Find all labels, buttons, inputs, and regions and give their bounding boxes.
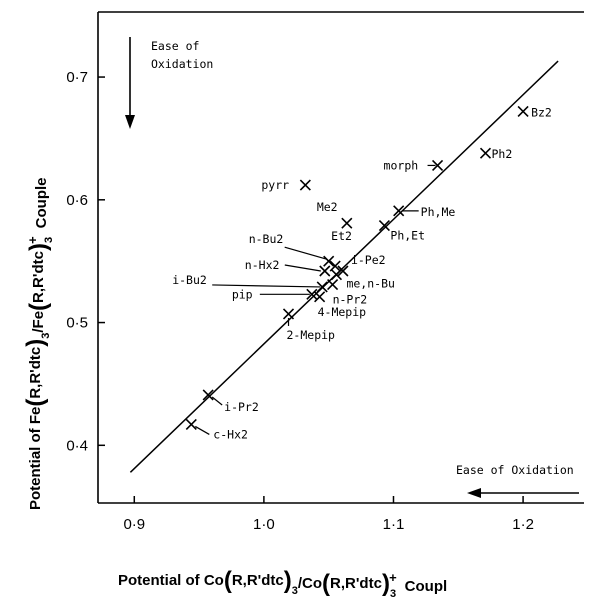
data-point: i-Pr2 (202, 389, 259, 414)
point-label: Me2 (317, 200, 338, 214)
data-point: 4-Mepip (314, 291, 367, 319)
x-marker (337, 265, 349, 277)
data-point: Me2 (317, 200, 353, 229)
y-tick-label: 0·4 (66, 437, 88, 454)
left-arrow-icon (467, 488, 481, 498)
point-label: Bz2 (531, 105, 552, 119)
data-point: Et2 (329, 229, 352, 272)
fit-line (129, 60, 559, 473)
x-marker (330, 269, 343, 281)
x-tick-label: 0·9 (123, 516, 145, 533)
data-point: pyrr (261, 178, 311, 192)
data-point: i-Bu2 (172, 273, 328, 293)
x-tick-label: 1·0 (253, 516, 275, 533)
point-label: i-Bu2 (172, 273, 207, 287)
x-marker (282, 308, 295, 320)
data-point: morph (384, 158, 444, 172)
x-ticks: 0·9 1·0 1·1 1·2 (123, 496, 534, 533)
point-label: pip (232, 287, 253, 301)
point-label: Et2 (331, 229, 352, 243)
point-label: me,n-Bu (346, 277, 394, 291)
data-point: Ph,Et (378, 220, 425, 243)
x-marker (319, 265, 331, 277)
down-arrow-icon (125, 115, 135, 129)
leader-line (211, 396, 223, 406)
x-marker (185, 418, 197, 431)
point-label: i-Pr2 (224, 400, 259, 414)
point-label: Ph,Me (421, 205, 456, 219)
data-point: 2-Mepip (282, 308, 336, 342)
x-marker (316, 281, 328, 293)
x-marker (517, 105, 529, 117)
x-marker (306, 288, 318, 300)
leader-line (195, 425, 210, 435)
data-point: Ph2 (479, 147, 513, 161)
x-tick-label: 1·1 (383, 516, 405, 533)
ease-of-oxidation-horizontal: Ease of Oxidation (456, 463, 579, 498)
x-tick-label: 1·2 (512, 516, 534, 533)
data-point: Bz2 (517, 105, 552, 119)
label-leaders (195, 164, 436, 435)
data-point: n-Hx2 (245, 258, 331, 277)
annotation-vertical-line-1: Ease of (151, 39, 199, 53)
data-point: c-Hx2 (185, 418, 248, 441)
leader-line (212, 284, 321, 288)
x-marker (341, 217, 353, 229)
x-marker (299, 179, 311, 191)
x-marker (479, 147, 492, 159)
point-label: n-Hx2 (245, 258, 280, 272)
point-label: Ph,Et (390, 229, 425, 243)
data-point: i-Pe2 (337, 253, 386, 277)
x-marker (314, 291, 326, 303)
plot-frame (97, 11, 584, 504)
x-marker (378, 220, 390, 232)
x-marker (202, 389, 214, 401)
point-label: morph (384, 158, 419, 172)
data-point: Ph,Me (393, 205, 456, 219)
data-point: pip (232, 287, 318, 301)
y-axis-title: Potential of Fe(R,R'dtc)3/Fe(R,R'dtc)3+C… (22, 177, 55, 510)
y-tick-label: 0·5 (66, 315, 88, 332)
point-label: 2-Mepip (287, 328, 336, 342)
leader-line (284, 264, 321, 272)
point-label: 4-Mepip (318, 305, 367, 319)
x-axis-title: Potential of Co(R,R'dtc)3/Co(R,R'dtc)3+C… (118, 567, 447, 600)
y-tick-label: 0·7 (66, 69, 88, 86)
data-points: Bz2 Ph2 morph pyrr Me2 Ph,Me Ph,Et n-Bu2 Et2 n-Hx… (172, 105, 552, 441)
annotation-horizontal: Ease of Oxidation (456, 463, 574, 477)
point-label: n-Bu2 (249, 232, 284, 246)
point-label: c-Hx2 (213, 427, 248, 441)
ease-of-oxidation-vertical: Ease of Oxidation (125, 37, 213, 129)
annotation-vertical-line-2: Oxidation (151, 57, 213, 71)
data-point: n-Pr2 (327, 278, 368, 307)
leader-line (284, 246, 327, 260)
data-point: n-Bu2 (249, 232, 335, 267)
x-marker (393, 205, 405, 217)
x-marker (327, 278, 339, 291)
y-ticks: 0·4 0·5 0·6 0·7 (66, 69, 105, 454)
x-marker (431, 159, 444, 172)
x-marker (323, 255, 335, 267)
y-tick-label: 0·6 (66, 192, 88, 209)
point-label: i-Pe2 (351, 253, 386, 267)
point-label: pyrr (261, 178, 289, 192)
point-label: n-Pr2 (333, 293, 368, 307)
point-label: Ph2 (492, 147, 513, 161)
data-point: me,n-Bu (330, 269, 395, 291)
